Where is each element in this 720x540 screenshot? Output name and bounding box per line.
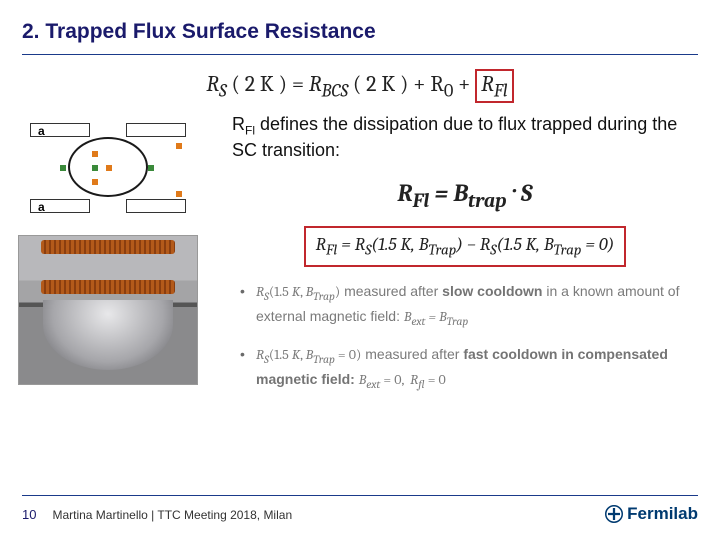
bullet-list: RS(1.5 K, BTrap) measured after slow coo… (240, 281, 698, 394)
footer-author: Martina Martinello | TTC Meeting 2018, M… (52, 508, 292, 522)
slide-title: 2. Trapped Flux Surface Resistance (22, 20, 720, 44)
bullet-2: RS(1.5 K, BTrap = 0) measured after fast… (240, 344, 698, 393)
bullet-1: RS(1.5 K, BTrap) measured after slow coo… (240, 281, 698, 330)
equation-2: RFl = Btrap · S (232, 179, 698, 212)
page-number: 10 (22, 507, 48, 522)
cavity-photo (18, 235, 198, 385)
equation-1: RS ( 2 K ) = RBCS ( 2 K ) + R0 + RFl (0, 55, 720, 107)
fermilab-logo: Fermilab (605, 504, 698, 524)
schematic-label-a-top: a (38, 124, 45, 138)
footer-divider (22, 495, 698, 496)
cavity-schematic: a a (18, 113, 198, 223)
fermilab-icon (605, 505, 623, 523)
fermilab-text: Fermilab (627, 504, 698, 524)
boxed-rfl: RFl (475, 69, 513, 103)
equation-3-box: RFl = RS(1.5 K, BTrap) − RS(1.5 K, BTrap… (304, 226, 627, 267)
rfl-description: RFl defines the dissipation due to flux … (232, 113, 698, 161)
schematic-label-a-bottom: a (38, 200, 45, 214)
